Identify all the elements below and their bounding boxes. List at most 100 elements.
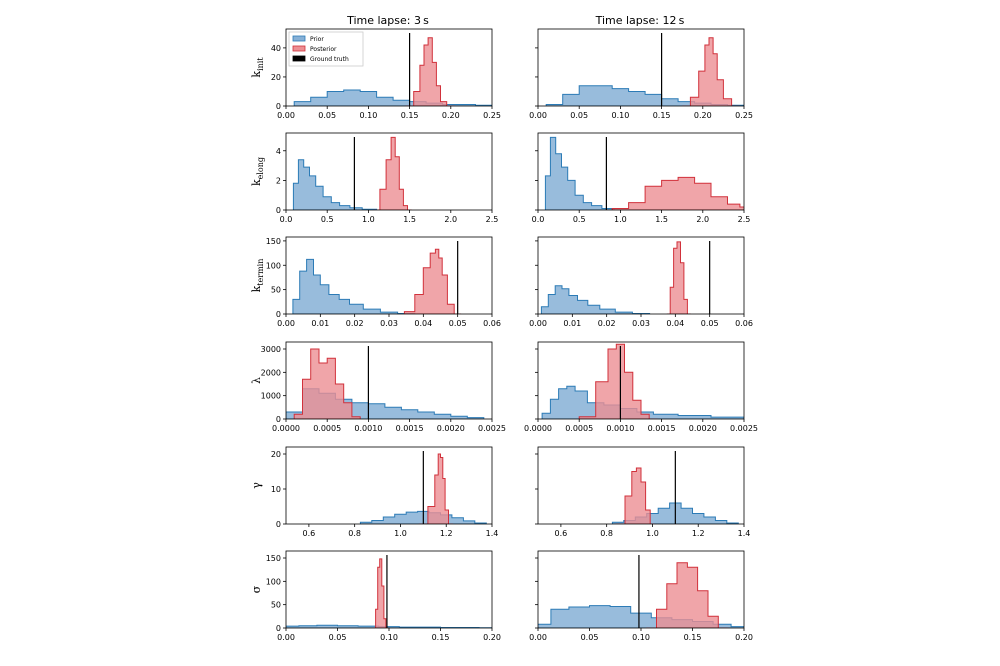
posterior-histogram: [646, 562, 729, 628]
y-tick-label: 2: [276, 176, 281, 185]
x-tick-label: 0.00: [529, 319, 547, 328]
x-tick-label: 0.0015: [648, 424, 676, 433]
x-tick-label: 1.2: [440, 529, 453, 538]
x-tick-label: 0.03: [380, 319, 398, 328]
y-tick-label: 150: [266, 237, 281, 246]
x-tick-label: 1.4: [486, 529, 499, 538]
x-tick-label: 0.01: [311, 319, 329, 328]
y-axis-label: kelong: [250, 157, 265, 186]
x-tick-label: 1.5: [403, 215, 416, 224]
panel-body: [545, 33, 744, 106]
posterior-histogram: [578, 343, 658, 419]
x-tick-label: 0.05: [701, 319, 719, 328]
panel-body: [538, 555, 744, 628]
y-axis-label: λ: [250, 377, 263, 384]
panel-r1-c1: 0.0 0.5 1.0 1.5 2.0 2.5: [532, 132, 751, 224]
y-tick-label: 1000: [261, 392, 281, 401]
y-tick-label: 100: [266, 261, 281, 270]
posterior-histogram: [373, 558, 388, 628]
x-tick-label: 0.0025: [730, 424, 758, 433]
panel-body: [540, 241, 711, 314]
x-tick-label: 0.15: [401, 111, 419, 120]
legend-swatch-prior: [292, 35, 306, 42]
y-tick-label: 20: [271, 73, 281, 82]
panel-r3-c1: 0.0000 0.0005 0.0010 0.0015 0.0020 0.0025: [524, 341, 758, 433]
prior-histogram: [544, 136, 627, 210]
legend-label-ground-truth: Ground truth: [310, 56, 349, 63]
y-tick-label: 20: [271, 450, 281, 459]
x-tick-label: 1.4: [738, 529, 751, 538]
panel-body: [611, 451, 739, 524]
x-tick-label: 1.5: [655, 215, 668, 224]
y-tick-label: 10: [271, 485, 281, 494]
legend-swatch-ground-truth: [292, 55, 306, 62]
prior-histogram: [286, 624, 492, 628]
prior-histogram: [540, 285, 651, 314]
x-tick-label: 0.02: [346, 319, 364, 328]
legend-swatch-posterior: [292, 45, 306, 52]
x-tick-label: 0.05: [570, 111, 588, 120]
x-tick-label: 2.0: [696, 215, 709, 224]
x-tick-label: 1.0: [394, 529, 407, 538]
y-tick-label: 2000: [261, 368, 281, 377]
x-tick-label: 0.06: [735, 319, 753, 328]
x-tick-label: 1.0: [614, 215, 627, 224]
y-tick-label: 50: [271, 286, 281, 295]
x-tick-label: 0.0005: [313, 424, 341, 433]
x-tick-label: 0.8: [600, 529, 613, 538]
panel-r5-c1: 0.00 0.05 0.10 0.15 0.20: [529, 550, 753, 642]
x-tick-label: 0.15: [684, 633, 702, 642]
y-tick-label: 3000: [261, 345, 281, 354]
panel-body: [544, 136, 744, 210]
posterior-histogram: [611, 176, 744, 210]
panel-r2-c1: 0.00 0.01 0.02 0.03 0.04 0.05 0.06: [529, 236, 753, 328]
x-tick-label: 0.25: [483, 111, 501, 120]
y-axis-label-subscript: elong: [256, 157, 265, 179]
x-tick-label: 0.0005: [565, 424, 593, 433]
x-tick-label: 2.5: [738, 215, 751, 224]
posterior-histogram: [373, 136, 412, 210]
panel-body: [286, 346, 485, 419]
x-tick-label: 0.20: [694, 111, 712, 120]
x-tick-label: 0.8: [348, 529, 361, 538]
panel-r4-c0: 0.6 0.8 1.0 1.2 1.4 0 10 20 γ: [250, 446, 499, 538]
x-tick-label: 0.01: [563, 319, 581, 328]
panel-body: [293, 33, 492, 106]
y-axis-label: ktermin: [250, 259, 265, 293]
x-tick-label: 0.02: [598, 319, 616, 328]
x-tick-label: 1.2: [692, 529, 705, 538]
posterior-histogram: [418, 453, 454, 524]
x-tick-label: 1.0: [362, 215, 375, 224]
y-tick-label: 0: [276, 102, 281, 111]
x-tick-label: 0.06: [483, 319, 501, 328]
x-tick-label: 0.20: [442, 111, 460, 120]
x-tick-label: 0.5: [573, 215, 586, 224]
y-axis-label-subscript: init: [256, 57, 265, 71]
x-tick-label: 0.00: [529, 111, 547, 120]
x-tick-label: 0.05: [329, 633, 347, 642]
x-tick-label: 0.04: [666, 319, 684, 328]
panel-r0-c1: 0.00 0.05 0.10 0.15 0.20 0.25: [529, 28, 753, 120]
panel-frame: [537, 341, 745, 420]
panel-r1-c0: 0.0 0.5 1.0 1.5 2.0 2.5 0 2 4 kelong: [250, 132, 498, 224]
x-tick-label: 0.05: [318, 111, 336, 120]
x-tick-label: 0.00: [529, 633, 547, 642]
x-tick-label: 0.00: [277, 319, 295, 328]
y-axis-label-subscript: termin: [256, 259, 265, 286]
prior-histogram: [292, 159, 394, 210]
x-tick-label: 0.10: [380, 633, 398, 642]
x-tick-label: 0.0015: [396, 424, 424, 433]
x-tick-label: 0.05: [449, 319, 467, 328]
posterior-histogram: [403, 248, 462, 314]
posterior-histogram: [293, 348, 361, 419]
x-tick-label: 2.0: [444, 215, 457, 224]
panel-r3-c0: 0.0000 0.0005 0.0010 0.0015 0.0020 0.0025 0 100…: [250, 341, 506, 433]
x-tick-label: 0.15: [653, 111, 671, 120]
x-tick-label: 0.0025: [478, 424, 506, 433]
x-tick-label: 0.0000: [524, 424, 552, 433]
y-tick-label: 4: [276, 147, 281, 156]
x-tick-label: 0.0: [280, 215, 293, 224]
x-tick-label: 0.20: [735, 633, 753, 642]
